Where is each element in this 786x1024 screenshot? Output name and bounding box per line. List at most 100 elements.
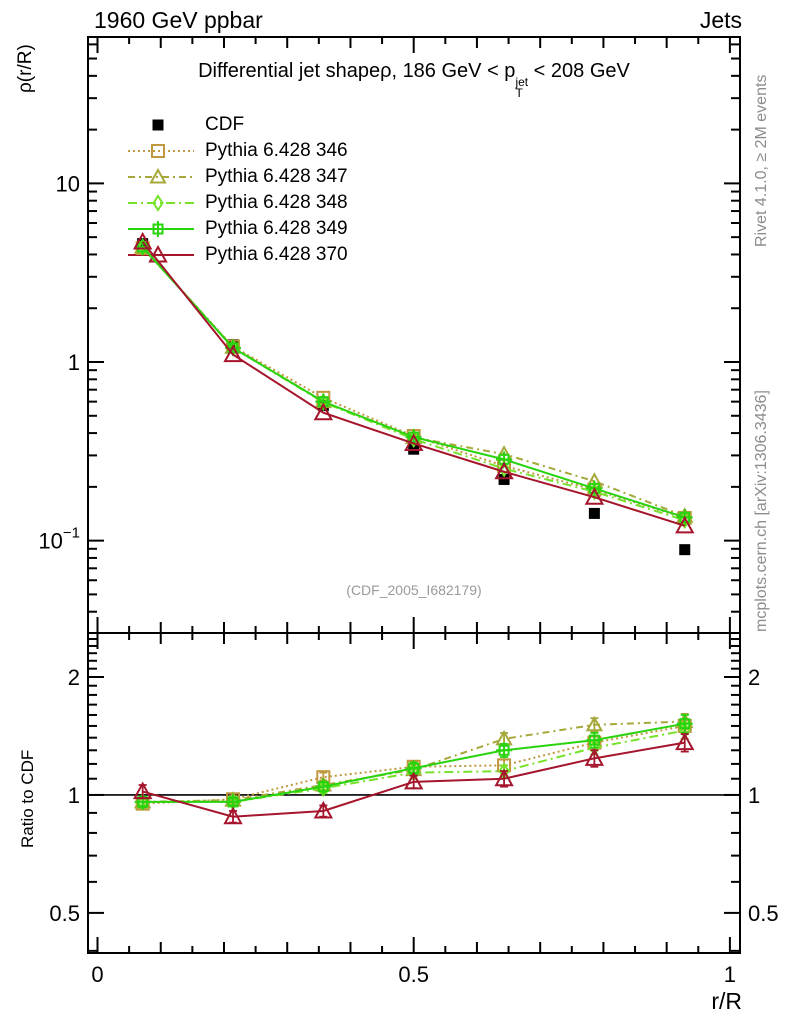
marker-shape (404, 433, 424, 451)
plot-title: Differential jet shapeρ, 186 GeV < p jet T… (88, 60, 740, 99)
marker-triangle-open-large (223, 344, 243, 363)
marker-triangle-open-large (313, 402, 334, 421)
y-tick-label-base: 10 (38, 529, 62, 554)
marker-triangle-open-large (675, 515, 695, 534)
legend-sample (128, 167, 194, 184)
marker-shape (313, 800, 334, 819)
legend-entry: Pythia 6.428 347 (126, 164, 348, 190)
y-tick-label-top: 1 (68, 350, 80, 375)
y-tick-label-base: 1 (68, 350, 80, 375)
legend-label: Pythia 6.428 370 (205, 244, 348, 265)
plot-title-text2: < 208 GeV (528, 60, 630, 82)
y-tick-label-exp: −1 (63, 525, 80, 542)
marker-triangle-open-large (223, 806, 243, 825)
marker-shape (223, 806, 243, 825)
series-line-top-4 (141, 241, 686, 527)
series-line-top-1 (141, 246, 686, 518)
plot-title-sub: T (515, 86, 523, 100)
y-tick-label-base: 10 (56, 171, 80, 196)
plot-title-subsup: jet T (515, 75, 529, 100)
marker-square-filled (588, 507, 600, 519)
marker-triangle-open (149, 167, 167, 184)
header-analysis-label: Jets (699, 7, 742, 33)
y-tick-label-ratio-left: 2 (68, 665, 80, 690)
legend-label: Pythia 6.428 346 (205, 140, 348, 161)
marker-triangle-open-large (313, 800, 334, 819)
marker-shape (404, 771, 424, 790)
legend-label: CDF (205, 114, 245, 135)
legend-label: Pythia 6.428 348 (205, 192, 348, 213)
marker-shape (675, 732, 695, 751)
marker-triangle-open-large (132, 781, 153, 800)
plot-title-sup: jet (515, 75, 529, 89)
frame-layer (87, 36, 741, 954)
marker-square-filled (679, 544, 691, 556)
legend-sample (128, 144, 194, 158)
watermark-analysis-id: (CDF_2005_I682179) (346, 582, 482, 598)
x-tick-label: 0 (91, 962, 103, 987)
marker-triangle-open-large (404, 771, 424, 790)
marker-shape (588, 507, 600, 519)
legend-label: Pythia 6.428 349 (205, 218, 348, 239)
plot-title-text: Differential jet shapeρ, 186 GeV < p (198, 60, 516, 82)
marker-triangle-open (585, 715, 604, 732)
header-beam-label: 1960 GeV ppbar (94, 7, 263, 33)
marker-plus-square (676, 715, 693, 732)
series-line-top-0 (141, 247, 686, 519)
marker-shape (152, 119, 164, 131)
legend-entry: Pythia 6.428 349 (126, 216, 348, 242)
marker-square-filled (498, 473, 510, 485)
legend-entry: Pythia 6.428 346 (126, 138, 348, 164)
marker-triangle-open-large (584, 748, 605, 766)
x-tick-label: 1 (724, 962, 736, 987)
marker-square-filled (152, 119, 164, 131)
legend-label: Pythia 6.428 347 (205, 166, 348, 187)
marker-shape (149, 167, 167, 184)
marker-triangle-open-large (132, 231, 153, 250)
x-axis-label: r/R (711, 988, 742, 1014)
marker-triangle-open-large (494, 461, 514, 480)
marker-square-open (151, 144, 165, 158)
marker-shape (132, 781, 153, 800)
y-tick-label-ratio-right: 2 (748, 665, 760, 690)
series-line-top-3 (141, 246, 686, 519)
marker-shape (151, 144, 165, 158)
y-tick-label-ratio-right: 0.5 (748, 901, 779, 926)
marker-triangle-open-large (584, 487, 605, 505)
legend: CDF Pythia 6.428 346 Pythia 6.428 347 Pythi… (126, 112, 348, 268)
y-tick-label-top: 10−1 (38, 525, 80, 554)
marker-triangle-open-large (675, 732, 695, 751)
legend-entry: Pythia 6.428 348 (126, 190, 348, 216)
legend-sample (128, 221, 194, 237)
marker-shape (494, 768, 514, 787)
marker-plus-square (586, 732, 603, 749)
series-line-top-2 (141, 246, 686, 522)
legend-sample (152, 119, 164, 131)
marker-shape (223, 344, 243, 363)
marker-triangle-open-large (404, 433, 424, 451)
y-tick-label-top: 10 (56, 171, 80, 196)
marker-diamond-open (498, 459, 510, 478)
frame-top-panel (87, 36, 741, 634)
y-tick-label-ratio-left: 1 (68, 783, 80, 808)
marker-shape (675, 515, 695, 534)
marker-shape (585, 715, 604, 732)
marker-plus-square (315, 778, 332, 795)
marker-diamond-open (152, 194, 164, 212)
y-tick-label-ratio-left: 0.5 (49, 901, 80, 926)
marker-triangle-open-large (494, 768, 514, 787)
legend-sample (128, 194, 194, 212)
marker-plus-square (496, 742, 513, 759)
marker-shape (152, 194, 164, 212)
marker-shape (132, 231, 153, 250)
legend-entry: CDF (126, 112, 348, 138)
marker-plus-square (150, 221, 166, 237)
marker-shape (494, 461, 514, 480)
marker-shape (584, 748, 605, 766)
marker-shape (313, 402, 334, 421)
marker-shape (498, 459, 510, 478)
marker-shape (679, 544, 691, 556)
